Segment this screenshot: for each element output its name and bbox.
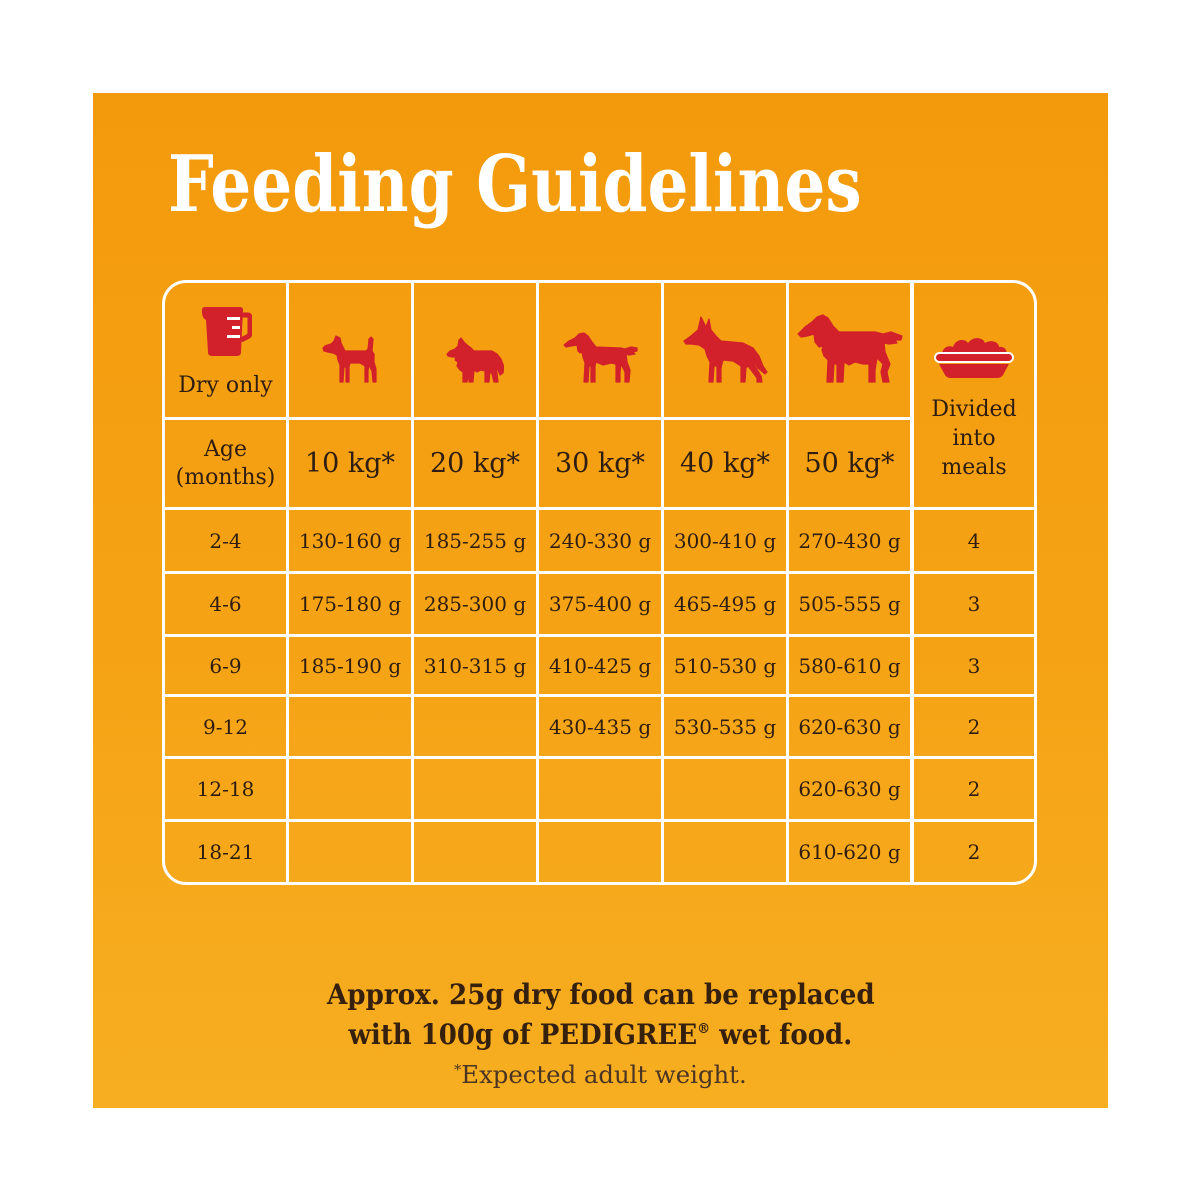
replacement-note-text: Approx. 25g dry food can be replaced bbox=[326, 978, 875, 1011]
setter-dog-icon bbox=[562, 332, 638, 383]
replacement-note-line: Approx. 25g dry food can be replaced bbox=[93, 975, 1108, 1015]
amount-cell: 530-535 g bbox=[664, 697, 789, 759]
meals-cell: 2 bbox=[967, 840, 981, 864]
footnote-asterisk: * bbox=[454, 1062, 462, 1079]
age-cell: 6-9 bbox=[165, 637, 289, 697]
amount-cell bbox=[414, 759, 539, 822]
dry-only-header-cell: Dry only bbox=[165, 283, 289, 420]
amount-cell: 620-630 g bbox=[789, 759, 914, 822]
amount-cell: 185-190 g bbox=[289, 637, 414, 697]
feeding-table: Dry only bbox=[162, 280, 1037, 885]
amount-cell: 610-620 g bbox=[789, 822, 914, 882]
meals-header-cell: Divided into meals bbox=[914, 283, 1034, 510]
replacement-note-start: with 100g of PEDIGREE bbox=[348, 1018, 698, 1051]
amount-cell bbox=[414, 697, 539, 759]
age-header-cell: Age (months) bbox=[165, 420, 289, 510]
meals-header-label: Divided into meals bbox=[931, 395, 1016, 482]
amount-cell: 465-495 g bbox=[664, 574, 789, 637]
amount-cell bbox=[414, 822, 539, 882]
meals-cell: 2 bbox=[914, 759, 1034, 822]
page-title-container: Feeding Guidelines bbox=[168, 145, 1008, 225]
age-cell: 18-21 bbox=[165, 822, 289, 882]
amount-cell: 175-180 g bbox=[289, 574, 414, 637]
amount-cell: 375-400 g bbox=[539, 574, 664, 637]
amount-cell bbox=[289, 822, 414, 882]
dog-size-header-cell bbox=[664, 283, 789, 420]
dog-size-header-cell bbox=[414, 283, 539, 420]
footnote: *Expected adult weight. bbox=[454, 1055, 747, 1095]
measuring-jug-icon bbox=[201, 307, 252, 356]
amount-cell: 300-410 g bbox=[664, 510, 789, 574]
dry-only-label: Dry only bbox=[178, 373, 273, 398]
amount-cell: 185-255 g bbox=[414, 510, 539, 574]
amount-cell: 580-610 g bbox=[789, 637, 914, 697]
amount-cell: 410-425 g bbox=[539, 637, 664, 697]
terrier-dog-icon bbox=[321, 335, 377, 383]
replacement-note-text: with 100g of PEDIGREE® wet food. bbox=[349, 1015, 853, 1055]
amount-cell: 310-315 g bbox=[414, 637, 539, 697]
retriever-dog-icon bbox=[796, 314, 903, 383]
amount-cell: 510-530 g bbox=[664, 637, 789, 697]
meals-header-line: Divided bbox=[931, 397, 1017, 422]
age-header-line: (months) bbox=[175, 464, 276, 490]
amount-cell bbox=[539, 822, 664, 882]
meals-cell: 4 bbox=[914, 510, 1034, 574]
amount-cell: 130-160 g bbox=[289, 510, 414, 574]
amount-cell: 430-435 g bbox=[539, 697, 664, 759]
meals-cell: 3 bbox=[914, 637, 1034, 697]
footnote-line: *Expected adult weight. bbox=[93, 1055, 1108, 1095]
weight-header-cell: 40 kg* bbox=[664, 420, 789, 510]
replacement-note-end: wet food. bbox=[710, 1018, 853, 1051]
age-cell: 4-6 bbox=[165, 574, 289, 637]
registered-trademark-mark: ® bbox=[697, 1020, 711, 1037]
amount-cell: 270-430 g bbox=[789, 510, 914, 574]
amount-cell bbox=[539, 759, 664, 822]
age-header-line: Age bbox=[204, 436, 247, 462]
amount-cell bbox=[664, 759, 789, 822]
replacement-note-line: with 100g of PEDIGREE® wet food. bbox=[93, 1015, 1108, 1055]
amount-cell: 620-630 g bbox=[789, 697, 914, 759]
amount-cell: 285-300 g bbox=[414, 574, 539, 637]
age-cell: 9-12 bbox=[165, 697, 289, 759]
feeding-guidelines-panel: Feeding Guidelines Dry only bbox=[93, 93, 1108, 1108]
dog-size-header-cell bbox=[539, 283, 664, 420]
weight-header-cell: 10 kg* bbox=[289, 420, 414, 510]
weight-header-cell: 50 kg* bbox=[789, 420, 914, 510]
food-bowl-icon bbox=[934, 338, 1014, 378]
age-cell: 12-18 bbox=[165, 759, 289, 822]
page-title: Feeding Guidelines bbox=[168, 139, 862, 230]
meals-cell: 3 bbox=[914, 574, 1034, 637]
weight-header-cell: 30 kg* bbox=[539, 420, 664, 510]
meals-header-line: meals bbox=[941, 455, 1007, 480]
amount-cell bbox=[289, 697, 414, 759]
amount-cell: 240-330 g bbox=[539, 510, 664, 574]
german-shepherd-dog-icon bbox=[682, 316, 768, 383]
footnote-text: Expected adult weight. bbox=[461, 1061, 747, 1089]
weight-header-cell: 20 kg* bbox=[414, 420, 539, 510]
footer-note: Approx. 25g dry food can be replaced wit… bbox=[93, 975, 1108, 1095]
meals-header-line: into bbox=[952, 426, 996, 451]
amount-cell: 505-555 g bbox=[789, 574, 914, 637]
dog-size-header-cell bbox=[289, 283, 414, 420]
amount-cell bbox=[289, 759, 414, 822]
dog-size-header-cell bbox=[789, 283, 914, 420]
collie-dog-icon bbox=[446, 337, 504, 383]
meals-cell: 2 bbox=[914, 697, 1034, 759]
age-cell: 2-4 bbox=[165, 510, 289, 574]
amount-cell bbox=[664, 822, 789, 882]
